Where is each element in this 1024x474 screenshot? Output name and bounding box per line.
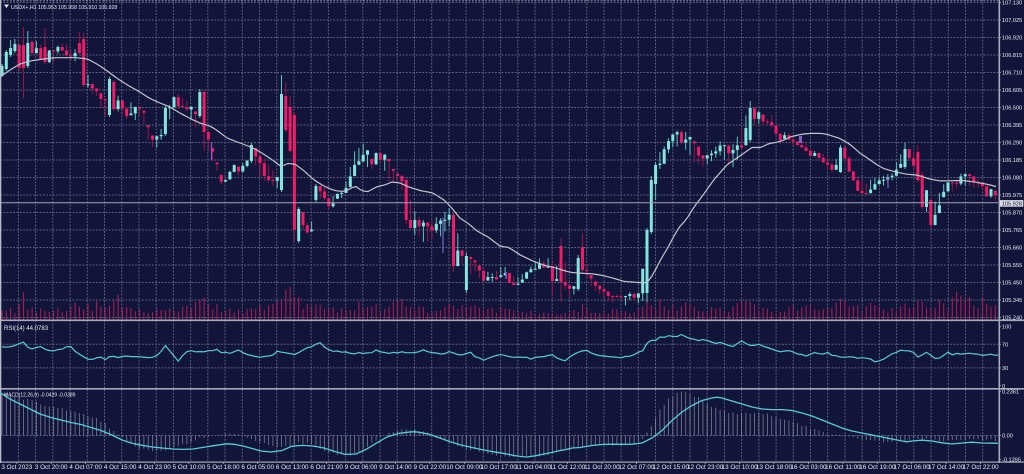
svg-text:6 Oct 13:00: 6 Oct 13:00 (276, 464, 309, 471)
svg-text:107.130: 107.130 (1002, 1, 1022, 7)
svg-text:3 Oct 20:00: 3 Oct 20:00 (35, 464, 68, 471)
svg-text:10 Oct 17:00: 10 Oct 17:00 (481, 464, 518, 471)
svg-text:6 Oct 05:00: 6 Oct 05:00 (241, 464, 274, 471)
svg-text:105.870: 105.870 (1002, 211, 1022, 217)
svg-text:16 Oct 11:00: 16 Oct 11:00 (825, 464, 861, 471)
svg-text:105.555: 105.555 (1002, 263, 1022, 269)
svg-text:12 Oct 07:00: 12 Oct 07:00 (618, 464, 655, 471)
svg-text:106.815: 106.815 (1002, 53, 1022, 59)
svg-text:70: 70 (1002, 343, 1008, 349)
svg-text:106.395: 106.395 (1002, 123, 1022, 129)
svg-text:11 Oct 04:00: 11 Oct 04:00 (515, 464, 551, 471)
svg-text:105.450: 105.450 (1002, 281, 1022, 287)
svg-text:100: 100 (1002, 325, 1011, 331)
svg-text:106.080: 106.080 (1002, 176, 1022, 182)
svg-text:12 Oct 23:00: 12 Oct 23:00 (687, 464, 724, 471)
svg-text:105.660: 105.660 (1002, 246, 1022, 252)
svg-text:106.185: 106.185 (1002, 158, 1022, 164)
svg-text:11 Oct 20:00: 11 Oct 20:00 (584, 464, 620, 471)
svg-text:5 Oct 10:00: 5 Oct 10:00 (173, 464, 206, 471)
svg-text:17 Oct 22:00: 17 Oct 22:00 (963, 464, 1000, 471)
svg-text:9 Oct 14:00: 9 Oct 14:00 (379, 464, 412, 471)
svg-text:17 Oct 14:00: 17 Oct 14:00 (928, 464, 965, 471)
svg-text:105.240: 105.240 (1002, 316, 1022, 322)
svg-text:3 Oct 2023: 3 Oct 2023 (1, 464, 32, 471)
svg-text:106.605: 106.605 (1002, 88, 1022, 94)
svg-text:13 Oct 10:00: 13 Oct 10:00 (722, 464, 759, 471)
svg-text:105.975: 105.975 (1002, 193, 1022, 199)
svg-text:RSI(14) 44.0783: RSI(14) 44.0783 (4, 326, 49, 332)
svg-text:0.2361: 0.2361 (1002, 389, 1019, 395)
svg-text:30: 30 (1002, 366, 1008, 372)
svg-text:17 Oct 06:00: 17 Oct 06:00 (894, 464, 931, 471)
svg-text:105.345: 105.345 (1002, 298, 1022, 304)
svg-text:0: 0 (1002, 384, 1005, 390)
svg-text:106.500: 106.500 (1002, 106, 1022, 112)
svg-text:9 Oct 22:00: 9 Oct 22:00 (414, 464, 447, 471)
svg-text:USDX+,H1 105.953 105.958 105.: USDX+,H1 105.953 105.958 105.910 105.928 (11, 5, 117, 11)
svg-text:105.765: 105.765 (1002, 228, 1022, 234)
svg-text:5 Oct 18:00: 5 Oct 18:00 (207, 464, 240, 471)
svg-text:-0.1395: -0.1395 (1002, 458, 1021, 464)
svg-text:106.920: 106.920 (1002, 36, 1022, 42)
svg-text:4 Oct 07:00: 4 Oct 07:00 (69, 464, 102, 471)
svg-text:4 Oct 23:00: 4 Oct 23:00 (138, 464, 171, 471)
svg-text:106.290: 106.290 (1002, 141, 1022, 147)
svg-text:106.710: 106.710 (1002, 71, 1022, 77)
svg-text:4 Oct 15:00: 4 Oct 15:00 (104, 464, 137, 471)
svg-text:16 Oct 19:00: 16 Oct 19:00 (859, 464, 896, 471)
svg-text:0.00: 0.00 (1002, 434, 1013, 440)
svg-text:11 Oct 12:00: 11 Oct 12:00 (550, 464, 586, 471)
svg-text:105.928: 105.928 (1002, 201, 1022, 207)
svg-text:107.025: 107.025 (1002, 18, 1022, 24)
svg-text:6 Oct 21:00: 6 Oct 21:00 (310, 464, 343, 471)
svg-text:13 Oct 18:00: 13 Oct 18:00 (756, 464, 793, 471)
svg-text:16 Oct 03:00: 16 Oct 03:00 (790, 464, 827, 471)
svg-text:12 Oct 15:00: 12 Oct 15:00 (653, 464, 690, 471)
svg-text:9 Oct 06:00: 9 Oct 06:00 (345, 464, 378, 471)
svg-text:10 Oct 09:00: 10 Oct 09:00 (446, 464, 483, 471)
svg-text:MACD(12,26,9) -0.0429 -0.0389: MACD(12,26,9) -0.0429 -0.0389 (4, 393, 76, 399)
